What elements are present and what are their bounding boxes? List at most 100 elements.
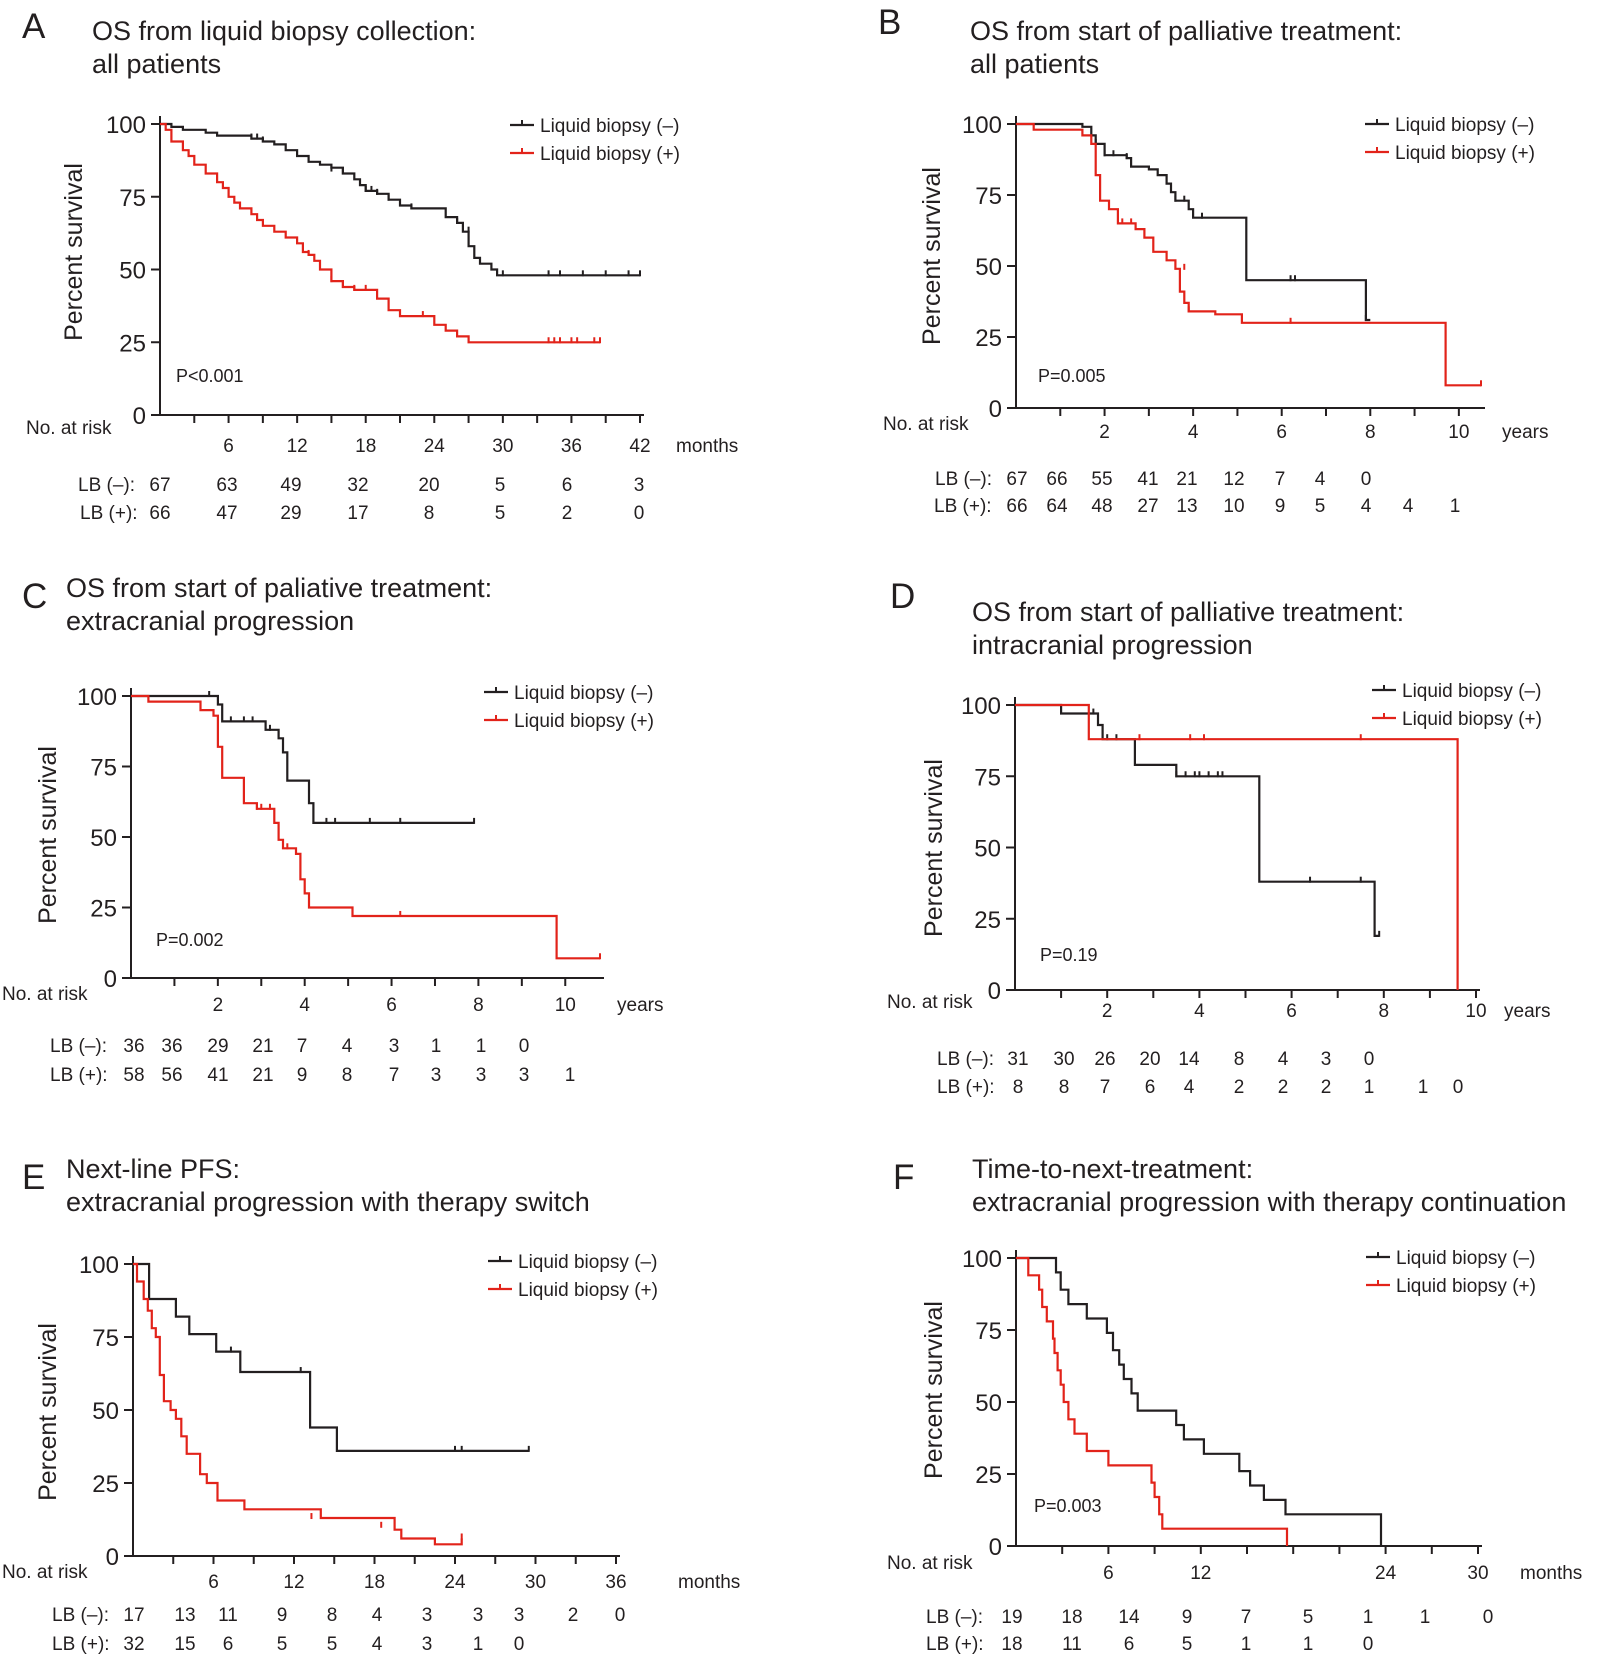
x-tick-label: 8 xyxy=(473,995,484,1016)
at-risk-value-negative: 3 xyxy=(1321,1049,1332,1070)
at-risk-value-positive: 1 xyxy=(1364,1077,1375,1098)
at-risk-value-positive: 8 xyxy=(1059,1077,1070,1098)
at-risk-value-negative: 30 xyxy=(1053,1049,1074,1070)
legend: Liquid biopsy (–) Liquid biopsy (+) xyxy=(488,1252,658,1301)
at-risk-value-positive: 21 xyxy=(252,1065,273,1086)
at-risk-value-positive: 0 xyxy=(1453,1077,1464,1098)
y-tick-label: 50 xyxy=(975,1390,1002,1417)
at-risk-row-label-negative: LB (–): xyxy=(926,1607,983,1628)
p-value: P=0.003 xyxy=(1034,1496,1102,1516)
legend: Liquid biopsy (–) Liquid biopsy (+) xyxy=(510,116,680,165)
y-tick-label: 100 xyxy=(961,693,1001,720)
x-tick-label: 10 xyxy=(1448,422,1469,443)
y-tick-label: 75 xyxy=(90,755,117,782)
at-risk-value-negative: 8 xyxy=(1234,1049,1245,1070)
legend-label-positive: Liquid biopsy (+) xyxy=(1402,709,1542,730)
legend-label-negative: Liquid biopsy (–) xyxy=(1396,1248,1535,1269)
at-risk-value-negative: 13 xyxy=(174,1605,195,1626)
chart-title-line: extracranial progression with therapy co… xyxy=(972,1187,1566,1217)
at-risk-value-positive: 6 xyxy=(223,1634,234,1655)
at-risk-value-positive: 4 xyxy=(1403,496,1414,517)
at-risk-value-negative: 1 xyxy=(1420,1607,1431,1628)
at-risk-value-positive: 66 xyxy=(1006,496,1027,517)
at-risk-value-positive: 7 xyxy=(1100,1077,1111,1098)
at-risk-value-positive: 8 xyxy=(1013,1077,1024,1098)
chart-title-line: OS from start of palliative treatment: xyxy=(970,16,1402,46)
y-axis-label: Percent survival xyxy=(920,1301,948,1479)
at-risk-value-positive: 1 xyxy=(1241,1634,1252,1655)
legend-label-positive: Liquid biopsy (+) xyxy=(514,711,654,732)
y-tick-label: 75 xyxy=(119,185,146,212)
series-line-positive xyxy=(131,694,600,960)
panel-letter: A xyxy=(22,7,46,46)
at-risk-value-positive: 1 xyxy=(1418,1077,1429,1098)
x-tick-label: 10 xyxy=(1465,1001,1486,1022)
at-risk-value-positive: 1 xyxy=(565,1065,576,1086)
at-risk-value-negative: 6 xyxy=(562,475,573,496)
y-tick-label: 75 xyxy=(975,1318,1002,1345)
chart-title-line: OS from start of paliative treatment: xyxy=(66,573,492,603)
at-risk-value-positive: 66 xyxy=(149,503,170,524)
x-tick-label: 6 xyxy=(208,1572,219,1593)
y-tick-label: 25 xyxy=(119,330,146,357)
at-risk-value-negative: 3 xyxy=(514,1605,525,1626)
at-risk-value-negative: 3 xyxy=(634,475,645,496)
x-tick-label: 6 xyxy=(1276,422,1287,443)
y-tick-label: 25 xyxy=(92,1471,119,1498)
x-tick-label: 24 xyxy=(1375,1563,1397,1584)
p-value: P=0.002 xyxy=(156,930,224,950)
at-risk-value-negative: 5 xyxy=(495,475,506,496)
y-tick-label: 0 xyxy=(988,978,1001,1005)
x-axis-unit: months xyxy=(1520,1563,1582,1584)
at-risk-value-negative: 63 xyxy=(216,475,237,496)
panel-letter: C xyxy=(22,577,47,616)
y-tick-label: 25 xyxy=(974,907,1001,934)
at-risk-value-positive: 2 xyxy=(1234,1077,1245,1098)
x-tick-label: 2 xyxy=(213,995,224,1016)
series-line-positive xyxy=(160,122,600,344)
y-tick-label: 75 xyxy=(974,764,1001,791)
y-tick-label: 25 xyxy=(90,896,117,923)
at-risk-value-positive: 8 xyxy=(342,1065,353,1086)
x-tick-label: 42 xyxy=(629,436,650,457)
at-risk-value-negative: 1 xyxy=(1363,1607,1374,1628)
legend-label-positive: Liquid biopsy (+) xyxy=(518,1280,658,1301)
at-risk-value-positive: 27 xyxy=(1137,496,1158,517)
panel-c: C OS from start of paliative treatment:ex… xyxy=(2,573,663,1086)
at-risk-value-negative: 4 xyxy=(1315,469,1326,490)
at-risk-value-positive: 2 xyxy=(562,503,573,524)
chart-title-line: extracranial progression with therapy sw… xyxy=(66,1187,590,1217)
x-tick-label: 36 xyxy=(605,1572,626,1593)
y-tick-label: 75 xyxy=(92,1325,119,1352)
panel-d: D OS from start of palliative treatment:i… xyxy=(887,577,1550,1098)
at-risk-row-label-negative: LB (–): xyxy=(50,1036,107,1057)
at-risk-value-negative: 7 xyxy=(1241,1607,1252,1628)
at-risk-value-negative: 3 xyxy=(389,1036,400,1057)
at-risk-value-positive: 8 xyxy=(424,503,435,524)
at-risk-value-negative: 3 xyxy=(473,1605,484,1626)
at-risk-value-negative: 9 xyxy=(1182,1607,1193,1628)
x-tick-label: 18 xyxy=(364,1572,385,1593)
at-risk-value-negative: 7 xyxy=(1275,469,1286,490)
y-tick-label: 100 xyxy=(106,112,146,139)
y-tick-label: 25 xyxy=(975,325,1002,352)
at-risk-value-negative: 32 xyxy=(347,475,368,496)
at-risk-value-negative: 31 xyxy=(1007,1049,1028,1070)
at-risk-value-negative: 2 xyxy=(568,1605,579,1626)
at-risk-value-positive: 18 xyxy=(1001,1634,1022,1655)
at-risk-value-negative: 18 xyxy=(1061,1607,1082,1628)
at-risk-value-positive: 48 xyxy=(1091,496,1112,517)
x-axis-unit: years xyxy=(617,995,663,1016)
y-tick-label: 0 xyxy=(104,966,117,993)
series-line-negative xyxy=(133,1262,529,1452)
x-tick-label: 12 xyxy=(283,1572,304,1593)
y-axis-label: Percent survival xyxy=(920,759,948,937)
at-risk-value-negative: 67 xyxy=(149,475,170,496)
at-risk-row-label-positive: LB (+): xyxy=(50,1065,108,1086)
series-line-negative xyxy=(1016,122,1371,322)
at-risk-value-positive: 9 xyxy=(1275,496,1286,517)
at-risk-value-positive: 2 xyxy=(1278,1077,1289,1098)
